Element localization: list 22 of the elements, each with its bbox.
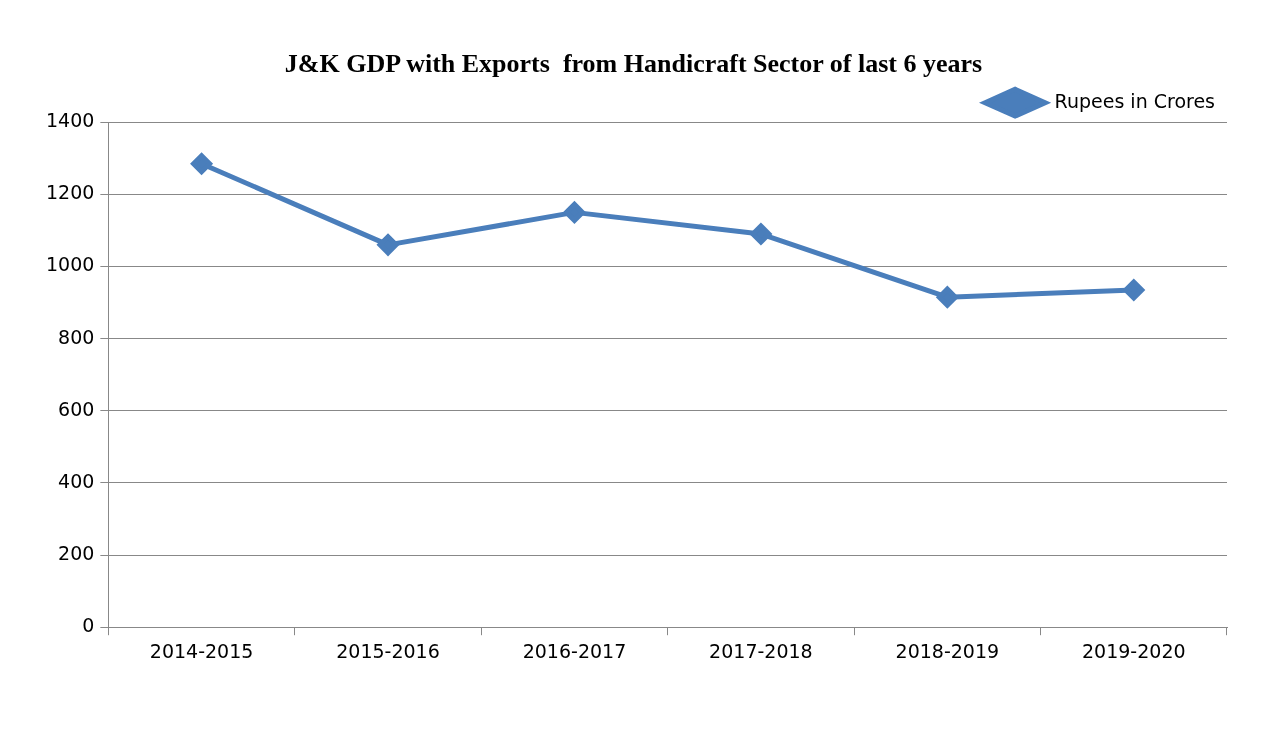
point [750,223,772,245]
y-tick-label: 200 [58,541,95,564]
y-tick-label: 1000 [45,253,95,276]
point [563,201,585,223]
y-tick-label: 0 [82,614,95,637]
point [191,153,213,175]
y-tick-label: 1200 [45,181,95,204]
x-tick-label: 2018-2019 [895,639,1000,662]
point [377,234,399,256]
point [936,286,958,308]
x-tick-label: 2019-2020 [1081,639,1186,662]
y-tick-label: 1400 [45,109,95,132]
point [1123,279,1145,301]
chart-title: J&K GDP with Exports from Handicraft Sector of last 6 years [284,49,983,79]
x-tick-label: 2014-2015 [149,639,254,662]
legend-label: Rupees in Crores [1054,89,1216,112]
x-tick-label: 2016-2017 [522,639,627,662]
y-tick-label: 800 [58,325,95,348]
x-tick-label: 2017-2018 [709,639,813,662]
y-tick-label: 600 [58,397,95,420]
y-tick-label: 400 [58,469,95,492]
x-tick-label: 2015-2016 [336,639,440,662]
